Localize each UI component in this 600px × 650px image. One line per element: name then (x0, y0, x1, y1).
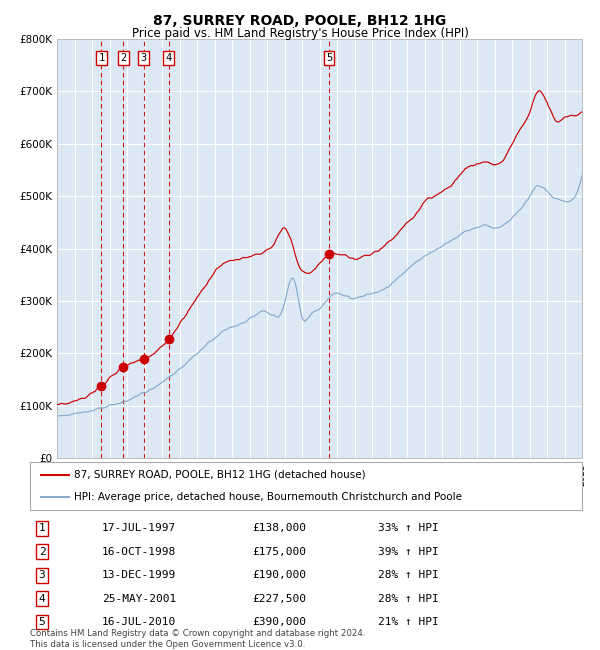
Text: Contains HM Land Registry data © Crown copyright and database right 2024.
This d: Contains HM Land Registry data © Crown c… (30, 629, 365, 649)
Text: £138,000: £138,000 (252, 523, 306, 534)
Text: 3: 3 (38, 570, 46, 580)
Text: £190,000: £190,000 (252, 570, 306, 580)
Text: 39% ↑ HPI: 39% ↑ HPI (378, 547, 439, 557)
Text: 4: 4 (38, 593, 46, 604)
Text: 28% ↑ HPI: 28% ↑ HPI (378, 593, 439, 604)
Text: 5: 5 (326, 53, 332, 63)
Text: 2: 2 (38, 547, 46, 557)
FancyBboxPatch shape (30, 462, 582, 510)
Text: 16-JUL-2010: 16-JUL-2010 (102, 617, 176, 627)
Text: 5: 5 (38, 617, 46, 627)
Text: 25-MAY-2001: 25-MAY-2001 (102, 593, 176, 604)
Text: 87, SURREY ROAD, POOLE, BH12 1HG (detached house): 87, SURREY ROAD, POOLE, BH12 1HG (detach… (74, 470, 366, 480)
Text: 17-JUL-1997: 17-JUL-1997 (102, 523, 176, 534)
Text: 87, SURREY ROAD, POOLE, BH12 1HG: 87, SURREY ROAD, POOLE, BH12 1HG (154, 14, 446, 29)
Text: 1: 1 (98, 53, 104, 63)
Text: Price paid vs. HM Land Registry's House Price Index (HPI): Price paid vs. HM Land Registry's House … (131, 27, 469, 40)
Text: 4: 4 (166, 53, 172, 63)
Text: £227,500: £227,500 (252, 593, 306, 604)
Text: 3: 3 (140, 53, 147, 63)
Text: HPI: Average price, detached house, Bournemouth Christchurch and Poole: HPI: Average price, detached house, Bour… (74, 492, 462, 502)
Text: 1: 1 (38, 523, 46, 534)
Text: 33% ↑ HPI: 33% ↑ HPI (378, 523, 439, 534)
Text: 21% ↑ HPI: 21% ↑ HPI (378, 617, 439, 627)
Text: £175,000: £175,000 (252, 547, 306, 557)
Text: 2: 2 (120, 53, 127, 63)
Text: 28% ↑ HPI: 28% ↑ HPI (378, 570, 439, 580)
Text: 13-DEC-1999: 13-DEC-1999 (102, 570, 176, 580)
Text: £390,000: £390,000 (252, 617, 306, 627)
Text: 16-OCT-1998: 16-OCT-1998 (102, 547, 176, 557)
